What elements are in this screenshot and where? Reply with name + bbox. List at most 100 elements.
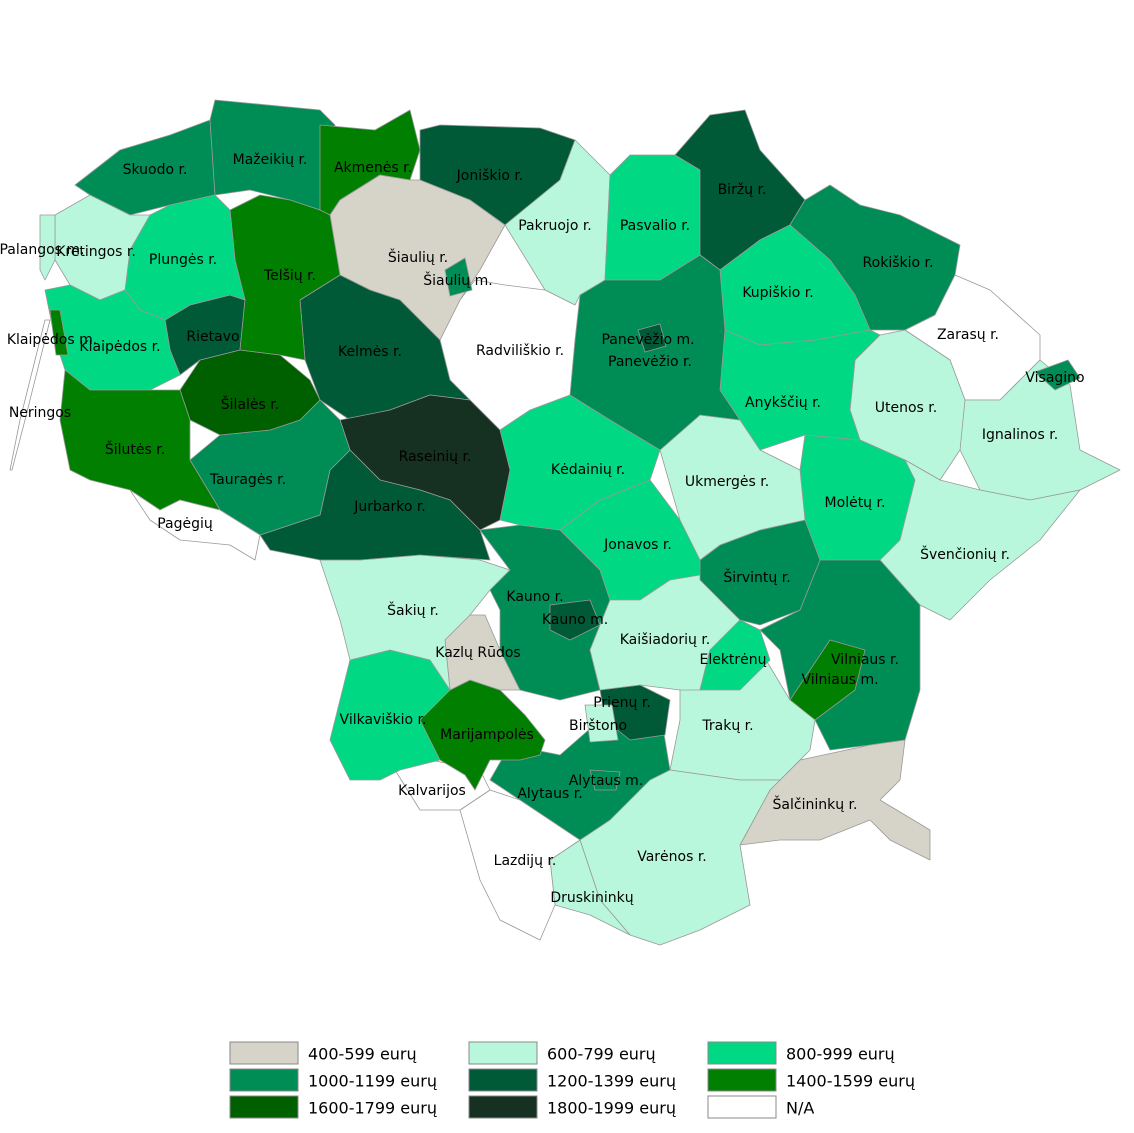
legend-label: 600-799 eurų — [547, 1045, 656, 1064]
legend-label: 800-999 eurų — [786, 1045, 895, 1064]
region-label: Mažeikių r. — [233, 152, 308, 168]
region-label: Pasvalio r. — [620, 218, 690, 234]
region — [584, 704, 619, 743]
region-label: Panevėžio r. — [608, 354, 692, 370]
region-label: Šilutės r. — [105, 440, 165, 458]
region-label: Kupiškio r. — [742, 285, 813, 301]
regions — [9, 99, 1121, 946]
region-label: Birštono — [569, 718, 627, 734]
region-label: Širvintų r. — [723, 568, 790, 586]
region — [129, 489, 261, 561]
region-label: Akmenės r. — [334, 160, 412, 176]
region-label: Joniškio r. — [456, 168, 524, 184]
legend-swatch — [707, 1068, 777, 1092]
region-label: Šiaulių m. — [423, 271, 492, 289]
region — [299, 274, 471, 421]
legend-swatch — [229, 1041, 299, 1065]
region-label: Kelmės r. — [338, 344, 402, 360]
region-label: Prienų r. — [593, 695, 651, 711]
region — [39, 214, 56, 281]
region-label: Alytaus r. — [517, 786, 582, 802]
region-label: Rietavo — [186, 329, 239, 345]
region-label: Elektrėnų — [699, 652, 766, 668]
region — [549, 599, 601, 641]
legend-swatch — [229, 1068, 299, 1092]
region-label: Pagėgių — [157, 516, 213, 532]
region — [9, 319, 51, 471]
region — [569, 254, 741, 451]
region — [959, 359, 1121, 501]
region-label: Skuodo r. — [123, 162, 188, 178]
region-label: Telšių r. — [263, 268, 316, 284]
region-labels: Skuodo r. Mažeikių r. Akmenės r. Joniškio r… — [0, 152, 1085, 906]
legend-label: 1000-1199 eurų — [308, 1072, 437, 1091]
region-label: Visagino — [1025, 370, 1084, 386]
region-label: Radviliškio r. — [476, 343, 564, 359]
region-label: Varėnos r. — [637, 849, 707, 865]
legend-label: 1200-1399 eurų — [547, 1072, 676, 1091]
region-label: Kazlų Rūdos — [435, 645, 520, 661]
region-label: Utenos r. — [875, 400, 937, 416]
region-label: Anykščių r. — [745, 395, 821, 411]
region-label: Kėdainių r. — [551, 462, 625, 478]
region — [739, 739, 931, 861]
region-label: Kalvarijos — [398, 783, 466, 799]
region — [637, 323, 667, 353]
region-label: Šiaulių r. — [388, 248, 448, 266]
region-label: Vilniaus r. — [831, 652, 899, 668]
legend-swatch — [707, 1041, 777, 1065]
region-label: Vilkaviškio r. — [340, 712, 427, 728]
region-label: Panevėžio m. — [601, 332, 694, 348]
region-label: Palangos m. — [0, 242, 85, 258]
region-label: Pakruojo r. — [518, 218, 592, 234]
region-label: Tauragės r. — [209, 472, 286, 488]
region-label: Molėtų r. — [825, 495, 886, 511]
legend-label: 1800-1999 eurų — [547, 1099, 676, 1118]
legend-label: 1400-1599 eurų — [786, 1072, 915, 1091]
legend-swatch — [468, 1041, 538, 1065]
region — [59, 369, 221, 511]
legend: 400-599 eurų 600-799 eurų 800-999 eurų 1000… — [229, 1041, 915, 1119]
legend-label: N/A — [786, 1099, 814, 1118]
region — [589, 769, 621, 791]
region-label: Jonavos r. — [603, 537, 672, 553]
region-label: Neringos — [9, 405, 71, 421]
region — [444, 257, 473, 297]
region-label: Raseinių r. — [399, 449, 472, 465]
legend-swatch — [707, 1095, 777, 1119]
region-label: Kretingos r. — [56, 244, 136, 260]
region-label: Klaipėdos r. — [79, 339, 160, 355]
region-label: Vilniaus m. — [801, 672, 878, 688]
region-label: Trakų r. — [701, 718, 753, 734]
region-label: Plungės r. — [149, 252, 217, 268]
region-label: Kauno m. — [542, 612, 608, 628]
region-label: Jurbarko r. — [353, 499, 426, 515]
legend-swatch — [468, 1095, 538, 1119]
region-label: Švenčionių r. — [920, 545, 1010, 563]
region-label: Šilalės r. — [221, 395, 279, 413]
legend-swatch — [229, 1095, 299, 1119]
region — [54, 194, 151, 301]
region-label: Kauno r. — [506, 589, 563, 605]
region — [459, 789, 581, 941]
region — [879, 459, 1081, 621]
region-label: Kaišiadorių r. — [620, 632, 711, 648]
legend-swatch — [468, 1068, 538, 1092]
region — [1034, 359, 1081, 391]
region-label: Lazdijų r. — [494, 853, 557, 869]
region-label: Šalčininkų r. — [773, 795, 858, 813]
legend-label: 400-599 eurų — [308, 1045, 417, 1064]
region-label: Rokiškio r. — [863, 255, 934, 271]
region-label: Marijampolės — [440, 727, 534, 743]
region-label: Šakių r. — [387, 601, 439, 619]
region-label: Druskininkų — [550, 890, 633, 906]
region-label: Ukmergės r. — [685, 474, 769, 490]
legend-label: 1600-1799 eurų — [308, 1099, 437, 1118]
region — [49, 309, 69, 356]
region — [489, 709, 671, 841]
region-label: Zarasų r. — [937, 327, 999, 343]
region-label: Klaipėdos m. — [7, 332, 97, 348]
region-label: Biržų r. — [718, 182, 767, 198]
region-label: Ignalinos r. — [982, 427, 1058, 443]
